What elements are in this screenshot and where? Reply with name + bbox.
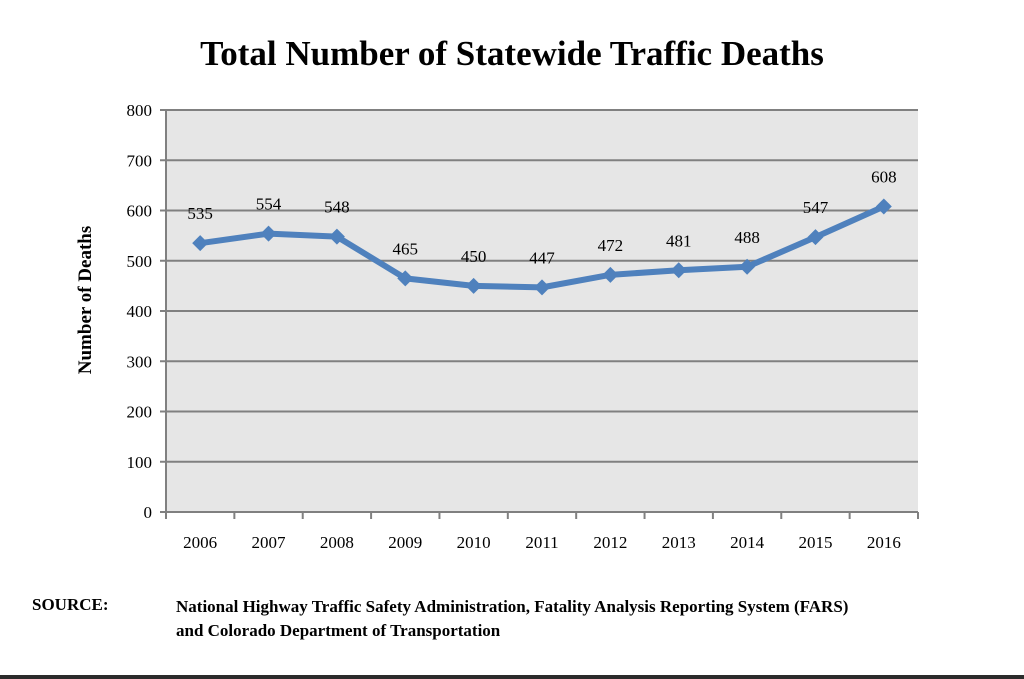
data-point: [602, 266, 619, 283]
source-label: SOURCE:: [32, 595, 109, 614]
bottom-rule: [0, 675, 1024, 679]
data-label: 447: [529, 248, 555, 267]
data-point: [670, 262, 687, 279]
y-tick-label: 100: [127, 453, 153, 472]
source-line-2: and Colorado Department of Transportatio…: [176, 621, 501, 640]
data-label: 450: [461, 247, 487, 266]
data-point: [328, 228, 345, 245]
data-point: [807, 229, 824, 246]
y-tick-label: 500: [127, 252, 153, 271]
x-tick-label: 2016: [867, 533, 901, 552]
y-tick-label: 800: [127, 101, 153, 120]
x-tick-label: 2012: [593, 533, 627, 552]
chart-title: Total Number of Statewide Traffic Deaths: [200, 34, 824, 73]
y-tick-label: 600: [127, 202, 153, 221]
source-line-1: National Highway Traffic Safety Administ…: [176, 597, 849, 616]
x-tick-label: 2013: [662, 533, 696, 552]
y-axis-label: Number of Deaths: [75, 225, 96, 375]
data-label: 548: [324, 198, 350, 217]
data-label: 481: [666, 231, 692, 250]
x-tick-label: 2010: [457, 533, 491, 552]
data-point: [875, 198, 892, 215]
y-tick-label: 300: [127, 352, 153, 371]
data-label: 535: [187, 204, 213, 223]
data-label: 554: [256, 195, 282, 214]
data-point: [260, 225, 277, 242]
x-tick-label: 2008: [320, 533, 354, 552]
source-text: National Highway Traffic Safety Administ…: [176, 595, 848, 643]
data-point: [739, 258, 756, 275]
data-label: 608: [871, 167, 897, 186]
data-label: 488: [734, 228, 760, 247]
data-label: 547: [803, 198, 829, 217]
y-tick-label: 400: [127, 302, 153, 321]
x-tick-label: 2006: [183, 533, 217, 552]
x-tick-label: 2014: [730, 533, 765, 552]
x-tick-label: 2009: [388, 533, 422, 552]
data-point: [397, 270, 414, 287]
data-point: [192, 235, 209, 252]
x-tick-label: 2015: [798, 533, 832, 552]
y-tick-label: 700: [127, 151, 153, 170]
x-tick-label: 2011: [525, 533, 558, 552]
data-point: [534, 279, 550, 296]
y-tick-label: 0: [144, 503, 153, 522]
y-tick-label: 200: [127, 403, 153, 422]
data-label: 472: [598, 236, 624, 255]
x-tick-label: 2007: [252, 533, 287, 552]
data-label: 465: [393, 239, 419, 258]
data-point: [465, 277, 482, 294]
